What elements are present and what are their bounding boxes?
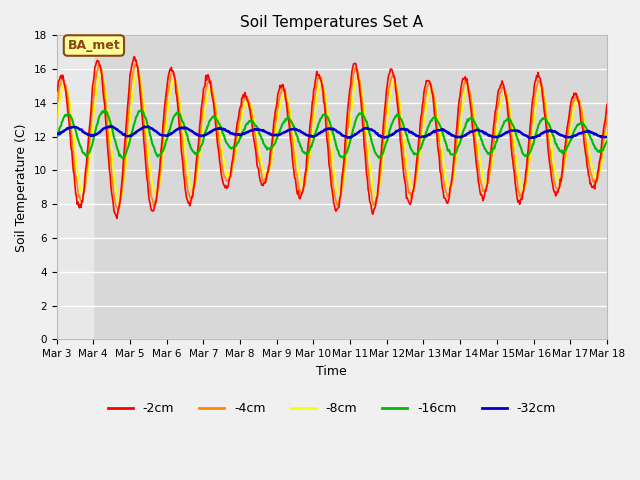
X-axis label: Time: Time bbox=[316, 365, 347, 378]
Bar bbox=[56, 0, 93, 339]
Legend: -2cm, -4cm, -8cm, -16cm, -32cm: -2cm, -4cm, -8cm, -16cm, -32cm bbox=[102, 397, 561, 420]
Title: Soil Temperatures Set A: Soil Temperatures Set A bbox=[240, 15, 423, 30]
Text: BA_met: BA_met bbox=[68, 39, 120, 52]
Y-axis label: Soil Temperature (C): Soil Temperature (C) bbox=[15, 123, 28, 252]
